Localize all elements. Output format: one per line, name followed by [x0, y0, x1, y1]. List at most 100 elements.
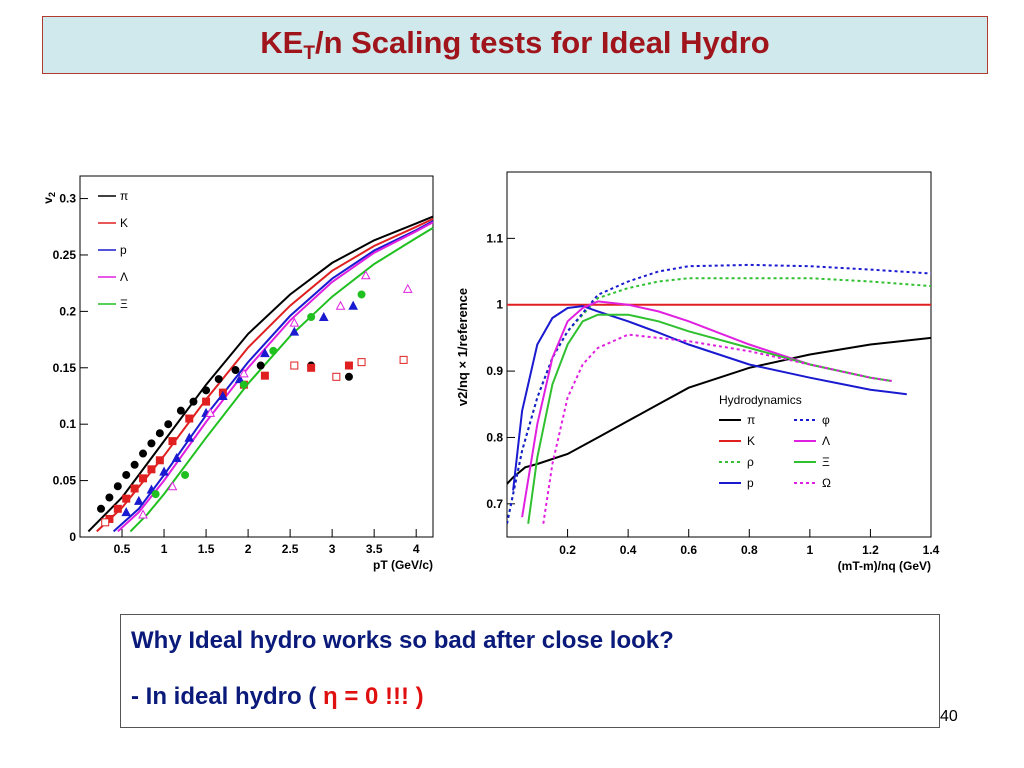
data-point — [239, 380, 248, 389]
x-tick-label: 1.2 — [862, 543, 879, 557]
data-point — [167, 481, 178, 491]
x-tick-label: 4 — [413, 542, 420, 556]
data-point — [185, 414, 194, 423]
data-point — [139, 474, 148, 483]
left-chart: 0.5 1 1.5 2 2.5 3 3.5 4 0 0.05 0.1 0.15 0.2 0.25 0.3v2… — [41, 175, 434, 572]
data-point — [130, 484, 139, 493]
data-point — [155, 456, 164, 465]
title-subscript: T — [303, 43, 315, 64]
data-point — [260, 348, 270, 358]
legend-label: Ξ — [822, 455, 830, 469]
data-point — [105, 493, 114, 502]
data-point — [184, 432, 195, 442]
data-point — [289, 317, 300, 327]
data-point — [164, 420, 173, 429]
curve-Ξ — [129, 227, 434, 533]
legend-label: Λ — [822, 434, 830, 448]
legend-title: Hydrodynamics — [719, 393, 802, 407]
data-point — [151, 490, 160, 499]
data-point — [289, 326, 300, 336]
data-point — [399, 355, 408, 364]
data-point — [155, 429, 164, 438]
y-tick-label: 0.9 — [486, 364, 503, 378]
x-tick-label: 2.5 — [282, 542, 299, 556]
x-tick-label: 0.5 — [114, 542, 131, 556]
series-line-Ω — [542, 333, 892, 524]
data-point — [147, 465, 156, 474]
x-tick-label: 1 — [161, 542, 168, 556]
data-point — [176, 406, 185, 415]
y-tick-label: 1.1 — [486, 231, 503, 245]
y-axis-label: v2 — [41, 192, 57, 204]
title-main: KE — [260, 25, 304, 60]
page-number: 40 — [940, 708, 958, 725]
data-point — [357, 290, 366, 299]
data-point — [139, 449, 148, 458]
data-point — [122, 470, 131, 479]
data-point — [260, 371, 269, 380]
legend-label: p — [120, 243, 127, 257]
data-point — [234, 374, 245, 384]
y-tick-label: 0.15 — [53, 361, 77, 375]
data-point — [113, 504, 122, 513]
data-point — [189, 397, 198, 406]
data-point — [231, 366, 240, 375]
note-answer: - In ideal hydro ( η = 0 !!! ) — [131, 683, 424, 711]
y-tick-label: 0.25 — [53, 248, 77, 262]
y-tick-label: 0.1 — [59, 417, 76, 431]
data-point — [218, 390, 228, 400]
data-point — [147, 439, 156, 448]
data-point — [214, 375, 223, 384]
data-point — [134, 495, 144, 505]
x-axis-label: pT (GeV/c) — [373, 558, 433, 572]
legend-label: K — [747, 434, 755, 448]
data-point — [318, 311, 329, 322]
x-tick-label: 3 — [329, 542, 336, 556]
data-point — [121, 507, 132, 517]
note-question: Why Ideal hydro works so bad after close… — [131, 627, 674, 654]
data-point — [205, 407, 216, 417]
data-point — [159, 466, 169, 476]
data-point — [171, 452, 182, 463]
y-tick-label: 0.7 — [486, 497, 503, 511]
data-point — [344, 372, 353, 381]
series-line-p — [512, 305, 907, 491]
data-point — [138, 509, 148, 519]
x-tick-label: 2 — [245, 542, 252, 556]
data-point — [335, 300, 346, 310]
curve-π — [87, 215, 434, 533]
data-point — [332, 372, 341, 381]
data-point — [101, 518, 110, 527]
title-box: KET/n Scaling tests for Ideal Hydro — [42, 16, 988, 74]
y-tick-label: 0.2 — [59, 304, 76, 318]
x-tick-label: 1.5 — [198, 542, 215, 556]
note-box: Why Ideal hydro works so bad after close… — [120, 614, 940, 728]
y-tick-label: 0 — [69, 530, 76, 544]
note-answer-prefix: - In ideal hydro ( — [131, 683, 317, 710]
curve-Λ — [117, 221, 434, 533]
data-point — [360, 270, 371, 280]
data-point — [357, 358, 366, 367]
note-answer-highlight: η = 0 !!! ) — [316, 683, 424, 710]
y-tick-label: 0.05 — [53, 474, 77, 488]
plot-frame — [79, 175, 434, 538]
data-point — [97, 504, 106, 513]
x-tick-label: 0.8 — [741, 543, 758, 557]
data-point — [348, 300, 358, 310]
data-point — [202, 397, 211, 406]
legend-label: π — [747, 413, 755, 427]
title-rest: /n Scaling tests for Ideal Hydro — [314, 25, 770, 60]
data-point — [256, 361, 265, 370]
legend-label: Λ — [120, 270, 128, 284]
x-tick-label: 0.2 — [559, 543, 576, 557]
data-point — [307, 363, 316, 372]
data-point — [402, 283, 413, 293]
y-tick-label: 1 — [496, 298, 503, 312]
y-axis-label: v2/nq × 1/reference — [455, 288, 470, 406]
data-point — [307, 313, 316, 322]
legend-label: Ω — [822, 476, 831, 490]
slide-title: KET/n Scaling tests for Ideal Hydro — [260, 25, 769, 65]
legend-label: K — [120, 216, 128, 230]
data-point — [113, 482, 122, 491]
series-line-ρ — [507, 277, 931, 524]
